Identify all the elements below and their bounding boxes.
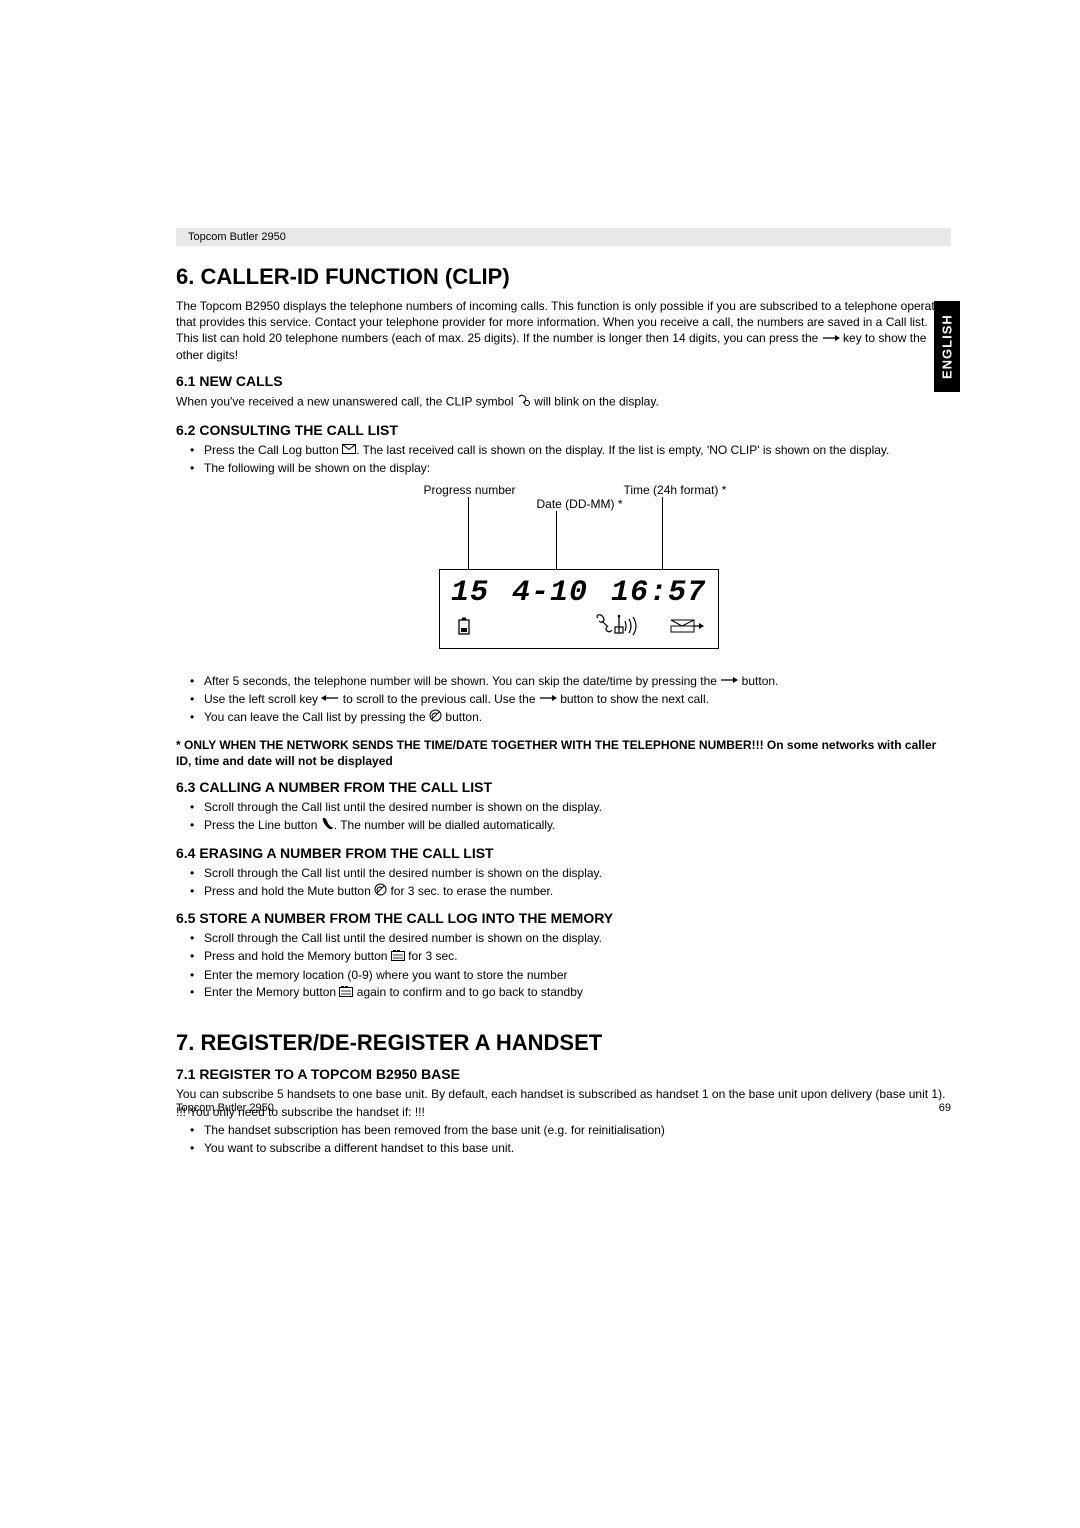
arrow-right-icon	[539, 691, 557, 708]
section-6-1-title: 6.1 NEW CALLS	[176, 373, 951, 389]
list-item: Use the left scroll key to scroll to the…	[176, 691, 951, 708]
list-item: You can leave the Call list by pressing …	[176, 709, 951, 727]
footer-page: 69	[939, 1102, 951, 1114]
arrow-right-icon	[720, 673, 738, 690]
section-7-title: 7. REGISTER/DE-REGISTER A HANDSET	[176, 1030, 951, 1056]
list-item: The following will be shown on the displ…	[176, 460, 951, 477]
section-7-1-title: 7.1 REGISTER TO A TOPCOM B2950 BASE	[176, 1066, 951, 1082]
lcd-time: 16:57	[611, 576, 706, 610]
list-item: After 5 seconds, the telephone number wi…	[176, 673, 951, 690]
mute-icon	[429, 709, 442, 727]
section-6-2-title: 6.2 CONSULTING THE CALL LIST	[176, 422, 951, 438]
list-item: Press the Call Log button . The last rec…	[176, 442, 951, 459]
list-item: Press and hold the Memory button for 3 s…	[176, 948, 951, 965]
memory-icon	[339, 985, 353, 1002]
page: Topcom Butler 2950 ENGLISH 6. CALLER-ID …	[0, 0, 1080, 1528]
lcd-diagram: Progress number Date (DD-MM) * Time (24h…	[324, 483, 804, 663]
lcd-row-1: 15 4-10 16:57	[440, 576, 718, 610]
label-time: Time (24h format) *	[624, 483, 727, 497]
section-7-1-p1: You can subscribe 5 handsets to one base…	[176, 1086, 951, 1102]
mute-icon	[374, 883, 387, 901]
section-7-1-list: The handset subscription has been remove…	[176, 1122, 951, 1157]
handset-antenna-icon	[595, 614, 651, 641]
arrow-right-icon	[822, 331, 840, 347]
section-6-5-title: 6.5 STORE A NUMBER FROM THE CALL LOG INT…	[176, 910, 951, 926]
lcd-screen: 15 4-10 16:57	[439, 569, 719, 649]
content: 6. CALLER-ID FUNCTION (CLIP) The Topcom …	[176, 258, 951, 1158]
section-6-4-title: 6.4 ERASING A NUMBER FROM THE CALL LIST	[176, 845, 951, 861]
lcd-row-2	[440, 616, 718, 644]
envelope-arrow-icon	[670, 619, 704, 638]
list-item: Scroll through the Call list until the d…	[176, 799, 951, 816]
list-item: The handset subscription has been remove…	[176, 1122, 951, 1139]
header-bar: Topcom Butler 2950	[176, 228, 951, 246]
lcd-date: 4-10	[512, 576, 588, 610]
lcd-progress: 15	[451, 576, 489, 610]
callout-line	[662, 497, 663, 579]
list-item: Scroll through the Call list until the d…	[176, 865, 951, 882]
section-6-4-list: Scroll through the Call list until the d…	[176, 865, 951, 901]
section-6-5-list: Scroll through the Call list until the d…	[176, 930, 951, 1001]
list-item: Enter the Memory button again to confirm…	[176, 984, 951, 1001]
phone-icon	[321, 817, 334, 835]
label-progress: Progress number	[424, 483, 516, 497]
section-6-3-title: 6.3 CALLING A NUMBER FROM THE CALL LIST	[176, 779, 951, 795]
label-date: Date (DD-MM) *	[537, 497, 623, 511]
list-item: You want to subscribe a different handse…	[176, 1140, 951, 1157]
section-6-3-list: Scroll through the Call list until the d…	[176, 799, 951, 835]
list-item: Press and hold the Mute button for 3 sec…	[176, 883, 951, 901]
clip-icon	[517, 393, 531, 411]
callout-line	[468, 497, 469, 579]
memory-icon	[391, 949, 405, 966]
header-product: Topcom Butler 2950	[188, 231, 286, 243]
list-item: Press the Line button . The number will …	[176, 817, 951, 835]
footer-product: Topcom Butler 2950	[176, 1102, 274, 1114]
footer: Topcom Butler 2950 69	[176, 1102, 951, 1114]
battery-icon	[458, 617, 470, 640]
section-6-title: 6. CALLER-ID FUNCTION (CLIP)	[176, 264, 951, 290]
arrow-left-icon	[321, 691, 339, 708]
section-6-note: * ONLY WHEN THE NETWORK SENDS THE TIME/D…	[176, 737, 951, 769]
section-6-1-text: When you've received a new unanswered ca…	[176, 393, 951, 411]
list-item: Scroll through the Call list until the d…	[176, 930, 951, 947]
section-6-2-list-2: After 5 seconds, the telephone number wi…	[176, 673, 951, 727]
section-6-intro: The Topcom B2950 displays the telephone …	[176, 298, 951, 363]
envelope-icon	[342, 442, 356, 459]
section-6-2-list-1: Press the Call Log button . The last rec…	[176, 442, 951, 477]
list-item: Enter the memory location (0-9) where yo…	[176, 967, 951, 984]
